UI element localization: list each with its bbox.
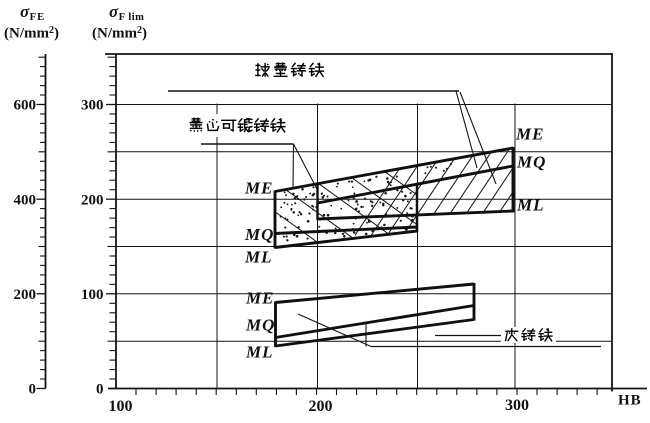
svg-text:MQ: MQ: [516, 153, 546, 172]
svg-text:ME: ME: [244, 179, 273, 198]
svg-text:200: 200: [14, 287, 37, 303]
svg-text:ML: ML: [516, 196, 545, 215]
svg-text:HB: HB: [618, 393, 642, 409]
svg-text:(N/mm2): (N/mm2): [92, 25, 147, 42]
svg-text:400: 400: [14, 192, 37, 208]
svg-text:ML: ML: [245, 343, 274, 362]
svg-text:100: 100: [81, 287, 104, 303]
svg-text:300: 300: [505, 397, 529, 414]
svg-text:ME: ME: [245, 289, 274, 308]
svg-text:MQ: MQ: [244, 225, 274, 244]
svg-text:200: 200: [81, 192, 104, 208]
svg-text:0: 0: [29, 382, 37, 398]
svg-text:300: 300: [81, 98, 104, 114]
svg-text:0: 0: [96, 382, 104, 398]
svg-text:600: 600: [14, 98, 37, 114]
svg-text:100: 100: [109, 398, 133, 415]
svg-text:(N/mm2): (N/mm2): [4, 25, 59, 42]
svg-text:ML: ML: [244, 248, 273, 267]
svg-text:200: 200: [309, 398, 333, 415]
svg-text:MQ: MQ: [245, 316, 275, 335]
svg-text:ME: ME: [515, 125, 544, 144]
